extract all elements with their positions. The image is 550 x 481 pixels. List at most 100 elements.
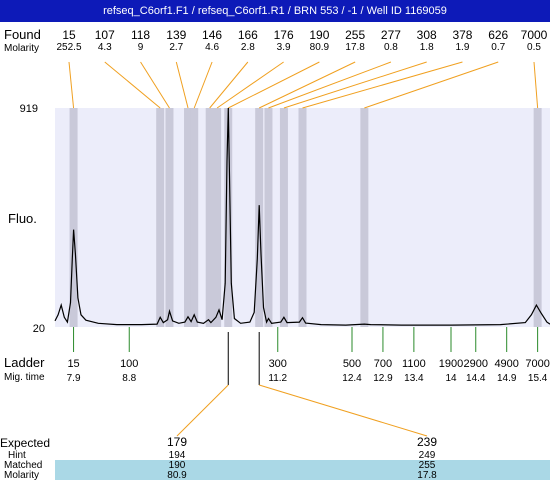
ladder-mig-time: 7.9 [67, 373, 81, 384]
found-peak-size: 118 [131, 28, 150, 42]
ladder-label: Ladder [4, 355, 45, 370]
found-peak-molarity: 0.5 [527, 42, 541, 53]
matched-peak-connector [176, 384, 229, 437]
fluo-axis-label: Fluo. [8, 211, 37, 226]
found-peak-molarity: 1.8 [420, 42, 434, 53]
found-peak-molarity: 9 [138, 42, 144, 53]
found-peak-molarity: 0.7 [491, 42, 505, 53]
found-peak-connector [364, 61, 499, 109]
molarity-row-highlight [55, 470, 550, 480]
matched-label: Matched [4, 460, 43, 471]
found-peak-size: 15 [62, 28, 76, 42]
found-peak-connector [175, 61, 189, 109]
ladder-size: 1900 [439, 358, 463, 370]
peak-band [279, 108, 288, 327]
matched-row-highlight [55, 460, 550, 470]
found-peak-connector [140, 61, 170, 109]
found-peak-connector [209, 61, 249, 109]
found-peak-size: 626 [488, 28, 508, 42]
hint-label: Hint [8, 450, 26, 461]
peak-band [205, 108, 214, 327]
found-peak-molarity: 2.7 [169, 42, 183, 53]
ladder-mig-time: 11.2 [268, 373, 287, 384]
found-peak-size: 378 [452, 28, 472, 42]
found-peak-size: 176 [274, 28, 294, 42]
ladder-size: 2900 [464, 358, 488, 370]
peak-band [184, 108, 193, 327]
ladder-size: 1100 [402, 358, 426, 370]
hint-value: 249 [418, 450, 436, 461]
ladder-mig-time: 14 [445, 373, 457, 384]
ladder-size: 4900 [494, 358, 518, 370]
ladder-size: 100 [120, 358, 138, 370]
ladder-mig-time: 14.9 [497, 373, 517, 384]
found-peak-connector [228, 61, 320, 109]
molarity-label: Molarity [4, 43, 40, 54]
ladder-size: 7000 [525, 358, 549, 370]
found-peak-molarity: 4.3 [98, 42, 112, 53]
found-peak-molarity: 0.8 [384, 42, 398, 53]
molarity-bottom-label: Molarity [4, 470, 40, 481]
found-peak-molarity: 252.5 [56, 42, 81, 53]
found-peak-size: 7000 [521, 28, 548, 42]
matched-molarity-value: 17.8 [417, 470, 437, 481]
peak-band [190, 108, 199, 327]
found-peak-size: 107 [95, 28, 115, 42]
mig-time-label: Mig. time [4, 372, 45, 383]
ladder-mig-time: 15.4 [528, 373, 548, 384]
peak-band [298, 108, 307, 327]
found-peak-size: 255 [345, 28, 365, 42]
found-peak-connector [104, 61, 161, 109]
ladder-mig-time: 12.4 [342, 373, 362, 384]
peak-band [224, 108, 233, 327]
expected-value: 239 [416, 435, 438, 449]
found-peak-connector [258, 61, 356, 109]
found-peak-size: 139 [166, 28, 186, 42]
matched-value: 190 [168, 460, 186, 471]
ladder-mig-time: 14.4 [466, 373, 486, 384]
found-peak-connector [68, 61, 75, 109]
found-peak-connector [216, 61, 284, 109]
found-peak-molarity: 3.9 [277, 42, 291, 53]
peak-band [213, 108, 222, 327]
found-peak-connector [193, 61, 213, 109]
found-peak-molarity: 2.8 [241, 42, 255, 53]
ladder-mig-time: 12.9 [373, 373, 393, 384]
expected-label: Expected [0, 436, 51, 450]
hint-value: 194 [168, 450, 186, 461]
found-peak-connector [533, 61, 539, 109]
found-peak-molarity: 17.8 [345, 42, 365, 53]
ladder-mig-time: 8.8 [122, 373, 136, 384]
ladder-size: 300 [269, 358, 287, 370]
peak-band [69, 108, 78, 327]
ladder-size: 500 [343, 358, 361, 370]
found-peak-size: 190 [309, 28, 329, 42]
peak-band [533, 108, 542, 327]
found-peak-size: 146 [202, 28, 222, 42]
peak-band [165, 108, 174, 327]
found-peak-connector [302, 61, 463, 109]
found-peak-connector [283, 61, 427, 109]
expected-value: 179 [166, 435, 188, 449]
matched-value: 255 [418, 460, 436, 471]
peak-band [156, 108, 165, 327]
found-peak-size: 277 [381, 28, 401, 42]
ladder-mig-time: 13.4 [404, 373, 424, 384]
found-label: Found [4, 27, 41, 42]
peak-band [360, 108, 369, 327]
y-tick-min: 20 [33, 323, 45, 335]
found-peak-connector [268, 61, 392, 109]
ladder-size: 700 [374, 358, 392, 370]
fluorescence-trace [54, 107, 550, 326]
found-peak-size: 166 [238, 28, 258, 42]
ladder-size: 15 [67, 358, 79, 370]
matched-peak-connector [259, 384, 428, 437]
y-tick-max: 919 [20, 103, 38, 115]
peak-band [264, 108, 273, 327]
found-peak-molarity: 1.9 [456, 42, 470, 53]
found-peak-size: 308 [417, 28, 437, 42]
window-title: refseq_C6orf1.F1 / refseq_C6orf1.R1 / BR… [0, 0, 550, 22]
matched-molarity-value: 80.9 [167, 470, 187, 481]
found-peak-molarity: 80.9 [310, 42, 330, 53]
